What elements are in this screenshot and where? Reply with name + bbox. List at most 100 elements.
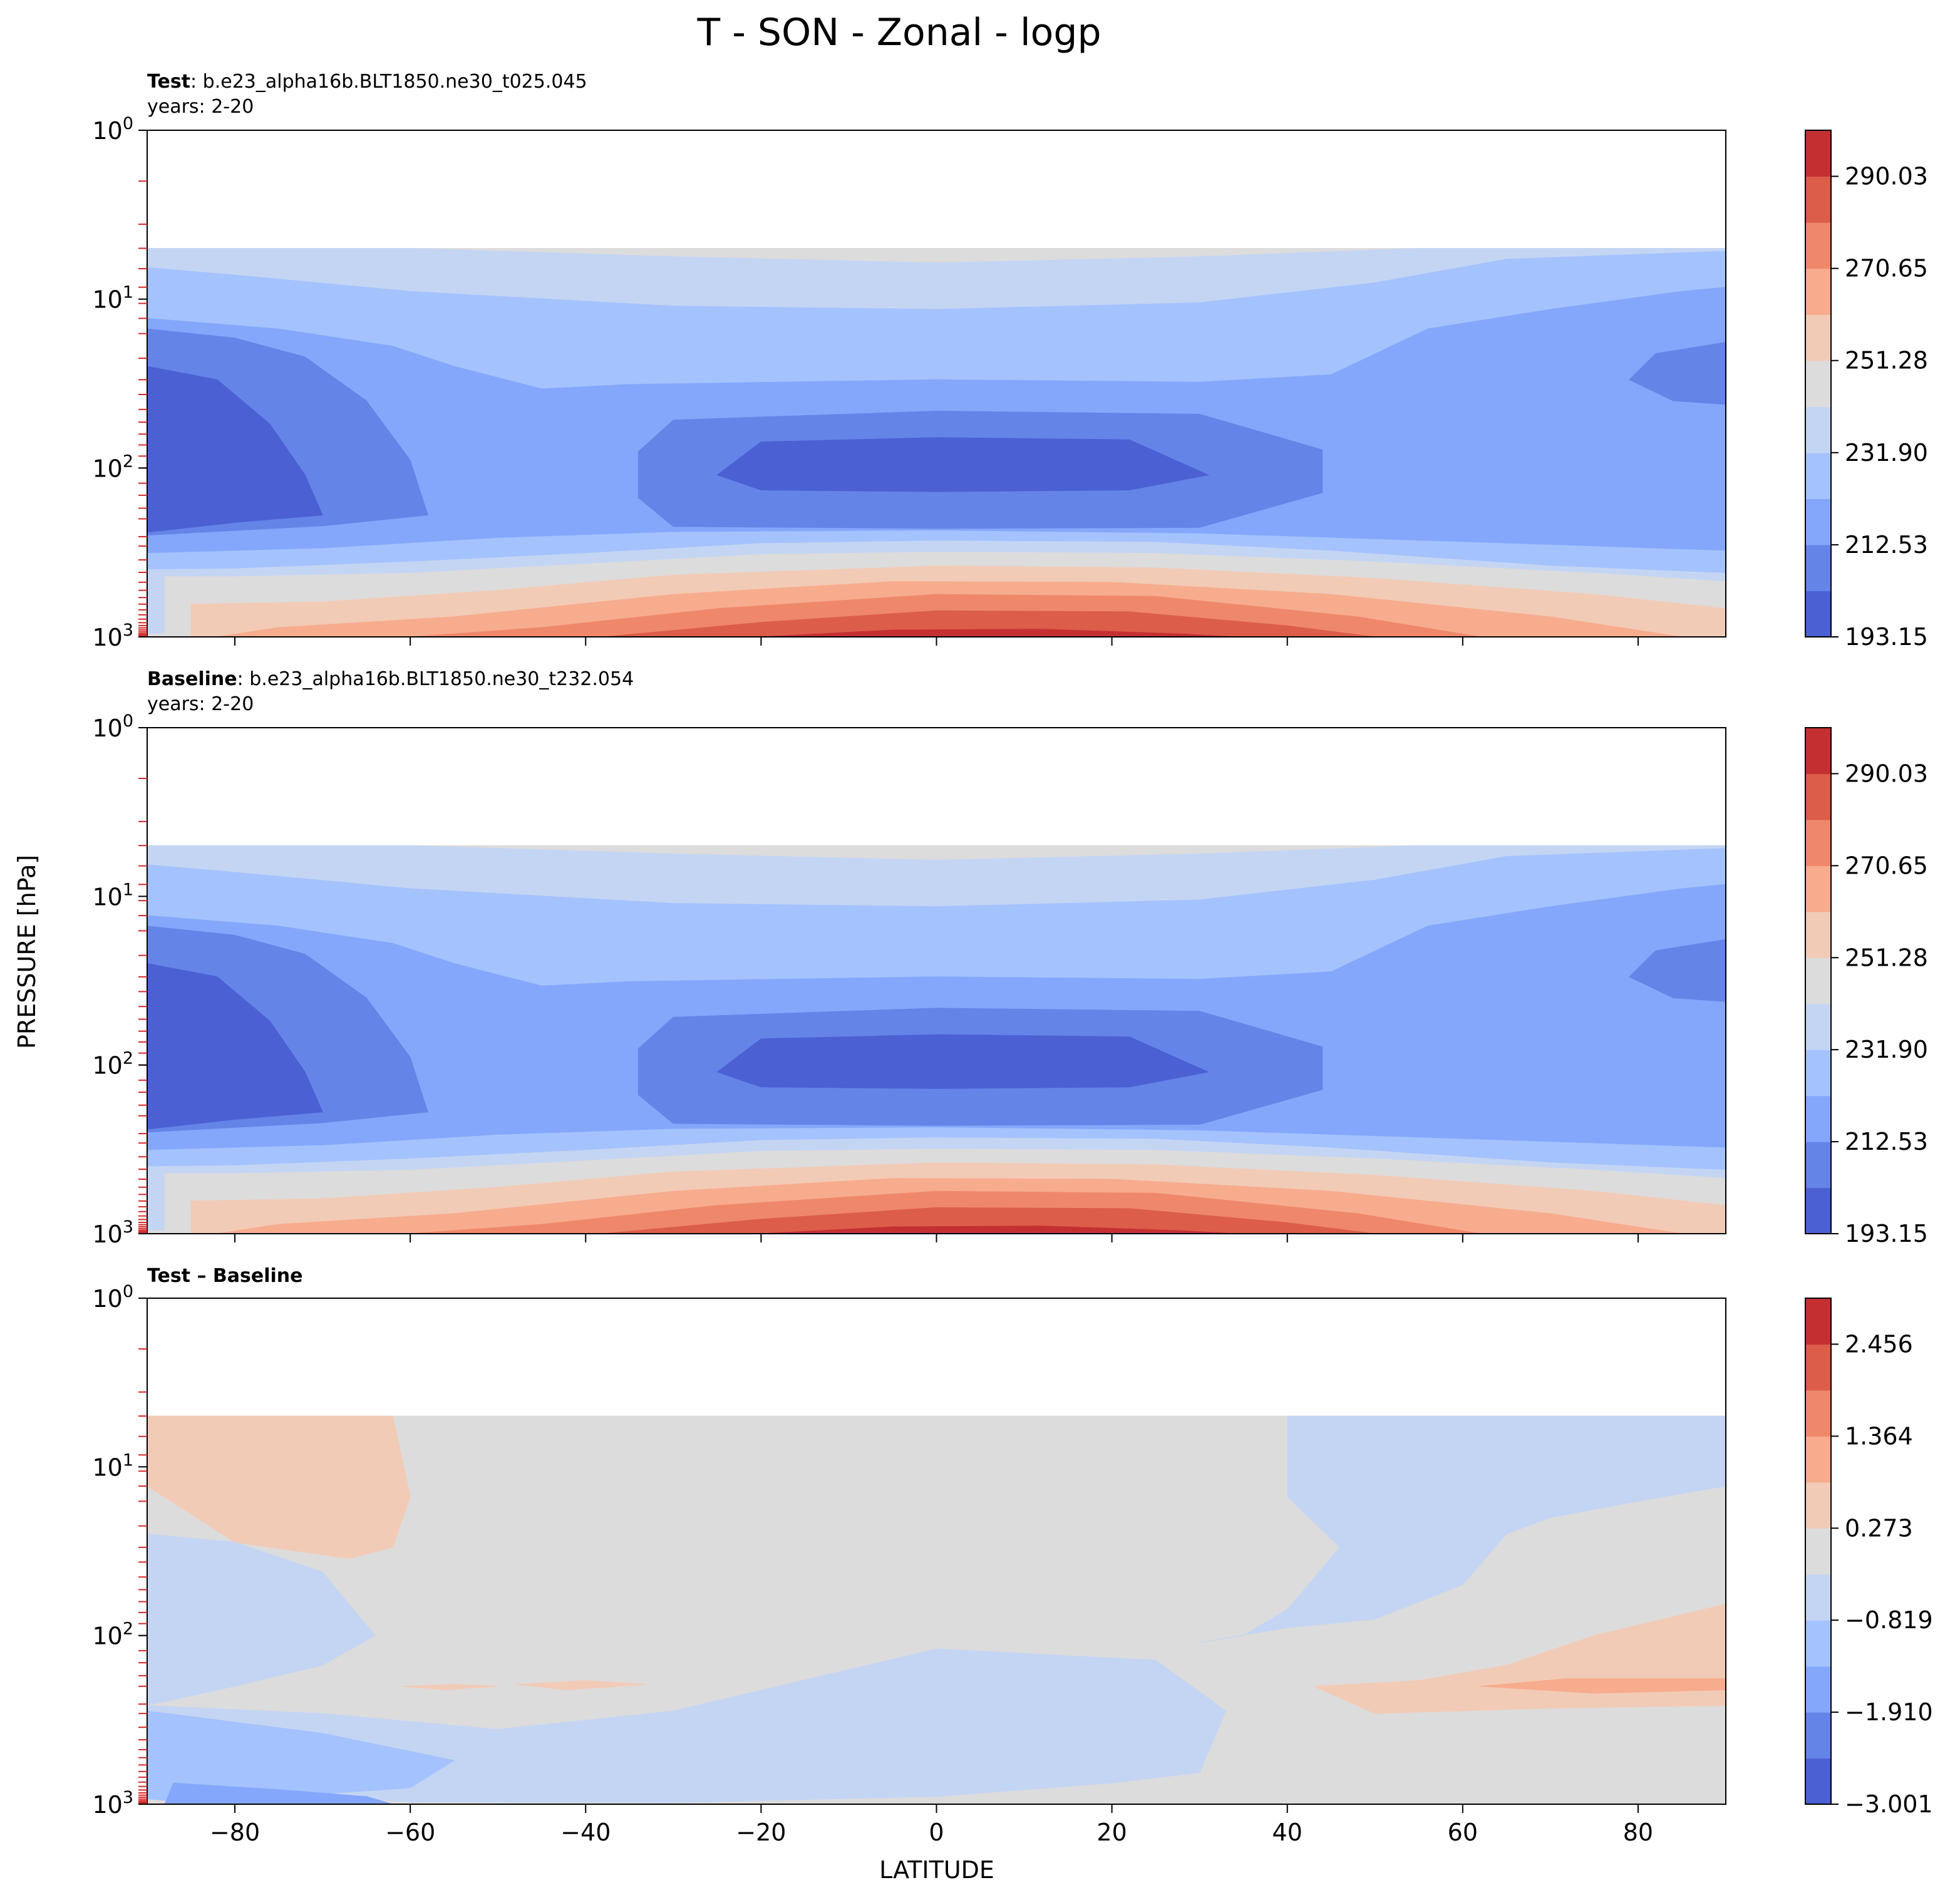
colorbar-tick-label: 270.65	[1845, 255, 1928, 282]
y-tick-label: 103	[92, 1788, 133, 1819]
panel-label: Baseline: b.e23_alpha16b.BLT1850.ne30_t2…	[147, 668, 634, 690]
panel-label-case: : b.e23_alpha16b.BLT1850.ne30_t232.054	[237, 668, 634, 690]
y-tick-label: 102	[92, 1049, 133, 1080]
y-tick-label: 102	[92, 452, 133, 482]
y-tick-label: 103	[92, 1217, 133, 1248]
colorbar-tick-label: 0.273	[1845, 1514, 1913, 1542]
colorbar-tick-label: 290.03	[1845, 760, 1928, 787]
contour-fill-north-polar	[1629, 939, 1726, 1002]
y-tick-label: 102	[92, 1619, 133, 1650]
y-tick-label: 100	[92, 711, 133, 742]
contour-fill-south-polar-core	[147, 963, 323, 1130]
diff-fill-6	[164, 1782, 393, 1804]
contour-fill-tropical-core	[716, 1034, 1210, 1089]
y-tick-exponent: 2	[123, 1619, 133, 1639]
colorbar-segment	[1805, 130, 1831, 177]
colorbar-segment	[1805, 314, 1831, 361]
colorbar-segment	[1805, 1390, 1831, 1437]
y-tick-base: 10	[92, 286, 122, 314]
y-tick-base: 10	[92, 1285, 122, 1313]
colorbar: −3.001 −1.910 −0.819 0.273 1.364 2.456	[1805, 1298, 1933, 1818]
colorbar-tick-label: 2.456	[1845, 1330, 1913, 1358]
y-tick-label: 103	[92, 621, 133, 651]
y-tick-exponent: 1	[123, 880, 133, 899]
diff-fill-5	[147, 1710, 455, 1804]
x-axis-label: LATITUDE	[879, 1856, 994, 1884]
colorbar-segment	[1805, 268, 1831, 315]
colorbar-segment	[1805, 591, 1831, 638]
colorbar-segment	[1805, 452, 1831, 499]
colorbar-segment	[1805, 911, 1831, 958]
y-tick-exponent: 3	[123, 621, 133, 640]
y-tick-label: 101	[92, 1450, 133, 1481]
colorbar-segment	[1805, 1298, 1831, 1345]
x-tick-label: −60	[385, 1819, 435, 1846]
y-tick-exponent: 0	[123, 114, 133, 133]
colorbar: 193.15 212.53 231.90 251.28 270.65 290.03	[1805, 727, 1928, 1247]
y-tick-base: 10	[92, 117, 122, 145]
contour-fill-tropical-core	[716, 437, 1210, 492]
colorbar-tick-label: 270.65	[1845, 852, 1928, 879]
y-tick-label: 101	[92, 283, 133, 314]
colorbar-segment	[1805, 1344, 1831, 1391]
diff-fill-1	[147, 1415, 411, 1559]
x-tick-label: 60	[1448, 1819, 1478, 1846]
contour-fills	[147, 845, 1726, 1234]
colorbar-segment	[1805, 728, 1831, 775]
colorbar-tick-label: −0.819	[1845, 1606, 1933, 1634]
colorbar-segment	[1805, 498, 1831, 545]
panel-label-bold: Test	[147, 71, 190, 93]
colorbar-segment	[1805, 1528, 1831, 1575]
diff-fill-2	[1199, 1415, 1726, 1643]
colorbar-segment	[1805, 1050, 1831, 1097]
x-tick-label: 0	[929, 1819, 944, 1846]
colorbar-frame	[1805, 1298, 1832, 1805]
panel-baseline: Baseline: b.e23_alpha16b.BLT1850.ne30_t2…	[92, 668, 1928, 1248]
y-tick-base: 10	[92, 1453, 122, 1481]
colorbar-segment	[1805, 773, 1831, 820]
figure-title: T - SON - Zonal - logp	[696, 11, 1101, 54]
x-tick-label: 80	[1623, 1819, 1653, 1846]
panel-label-case: : b.e23_alpha16b.BLT1850.ne30_t025.045	[190, 71, 587, 93]
colorbar-tick-label: 251.28	[1845, 347, 1928, 374]
y-tick-exponent: 1	[123, 1450, 133, 1470]
panel-years: years: 2-20	[147, 693, 254, 715]
y-tick-base: 10	[92, 715, 122, 742]
contour-fill-north-polar	[1629, 341, 1726, 405]
colorbar-segment	[1805, 406, 1831, 453]
contour-fills	[147, 1415, 1726, 1804]
contour-fill-level-10-low	[761, 629, 1235, 637]
x-tick-label: −20	[736, 1819, 786, 1846]
panel-label: Test – Baseline	[147, 1265, 303, 1287]
panel-label: Test: b.e23_alpha16b.BLT1850.ne30_t025.0…	[147, 71, 587, 93]
x-tick-label: 40	[1272, 1819, 1302, 1846]
colorbar-segment	[1805, 360, 1831, 407]
contour-fill-gray-corner	[147, 1230, 192, 1234]
colorbar-segment	[1805, 1003, 1831, 1050]
diff-fill-3	[147, 1533, 376, 1706]
panel-test: Test: b.e23_alpha16b.BLT1850.ne30_t025.0…	[92, 71, 1928, 651]
colorbar-segment	[1805, 1712, 1831, 1759]
y-tick-label: 100	[92, 114, 133, 145]
colorbar-segment	[1805, 1620, 1831, 1667]
colorbar-tick-label: 1.364	[1845, 1422, 1913, 1450]
y-tick-base: 10	[92, 1623, 122, 1650]
colorbar-segment	[1805, 865, 1831, 912]
colorbar-tick-label: −1.910	[1845, 1698, 1933, 1726]
x-tick-label: 20	[1096, 1819, 1127, 1846]
colorbar-tick-label: 193.15	[1845, 623, 1928, 651]
colorbar-segment	[1805, 1142, 1831, 1189]
colorbar-segment	[1805, 222, 1831, 269]
diff-fill-small-warm-1	[401, 1684, 498, 1691]
colorbar-tick-label: 231.90	[1845, 1036, 1928, 1063]
y-tick-exponent: 0	[123, 711, 133, 731]
colorbar-frame	[1805, 727, 1832, 1234]
colorbar-tick-label: 290.03	[1845, 163, 1928, 190]
colorbar-segment	[1805, 819, 1831, 866]
contour-fill-level-9-low	[603, 610, 1375, 637]
colorbar: 193.15 212.53 231.90 251.28 270.65 290.03	[1805, 130, 1928, 651]
colorbar-segment	[1805, 958, 1831, 1004]
contour-fill-south-polar-core	[147, 366, 323, 533]
colorbar-segment	[1805, 1666, 1831, 1713]
colorbar-tick-label: 212.53	[1845, 1128, 1928, 1155]
